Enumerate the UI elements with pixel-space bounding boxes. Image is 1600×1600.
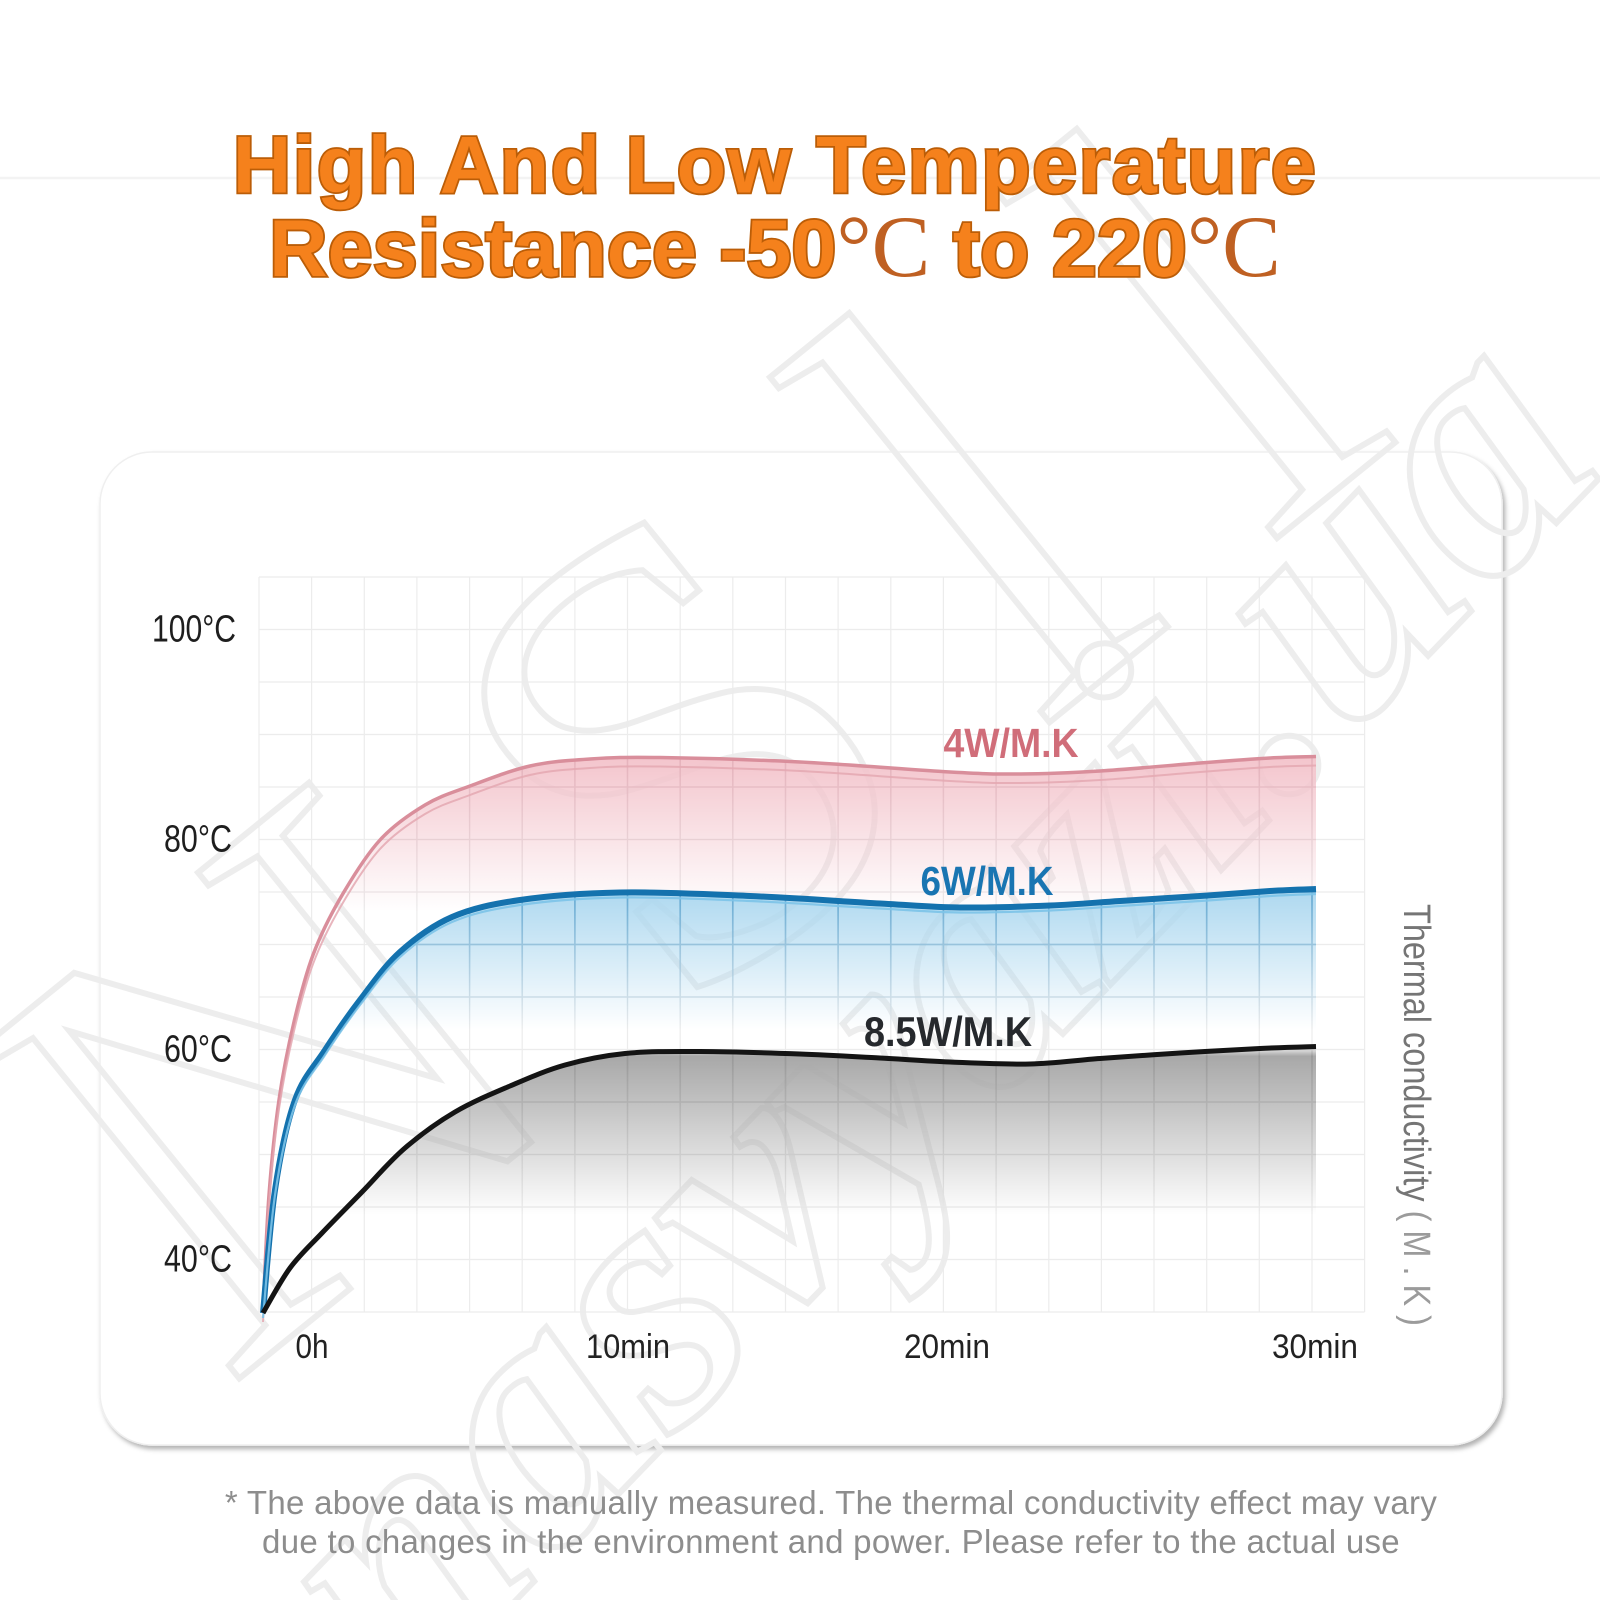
svg-text:100°C: 100°C (152, 609, 236, 651)
svg-text:Resistance -50°C to 220°C: Resistance -50°C to 220°C (269, 199, 1281, 296)
svg-text:* The above data is manually m: * The above data is manually measured. T… (225, 1484, 1437, 1521)
svg-text:30min: 30min (1272, 1328, 1358, 1366)
svg-text:40°C: 40°C (164, 1239, 232, 1281)
svg-text:Thermal conductivity ( M . K ): Thermal conductivity ( M . K ) (1395, 904, 1437, 1326)
svg-text:6W/M.K: 6W/M.K (921, 858, 1054, 904)
svg-text:60°C: 60°C (164, 1029, 232, 1071)
svg-text:High And Low Temperature: High And Low Temperature (233, 121, 1318, 211)
svg-text:20min: 20min (904, 1328, 990, 1366)
svg-text:80°C: 80°C (164, 819, 232, 861)
svg-text:due to changes in the environm: due to changes in the environment and po… (262, 1523, 1400, 1560)
svg-text:0h: 0h (296, 1328, 329, 1366)
svg-text:8.5W/M.K: 8.5W/M.K (864, 1008, 1032, 1055)
svg-text:10min: 10min (586, 1328, 670, 1366)
svg-text:4W/M.K: 4W/M.K (944, 720, 1079, 766)
